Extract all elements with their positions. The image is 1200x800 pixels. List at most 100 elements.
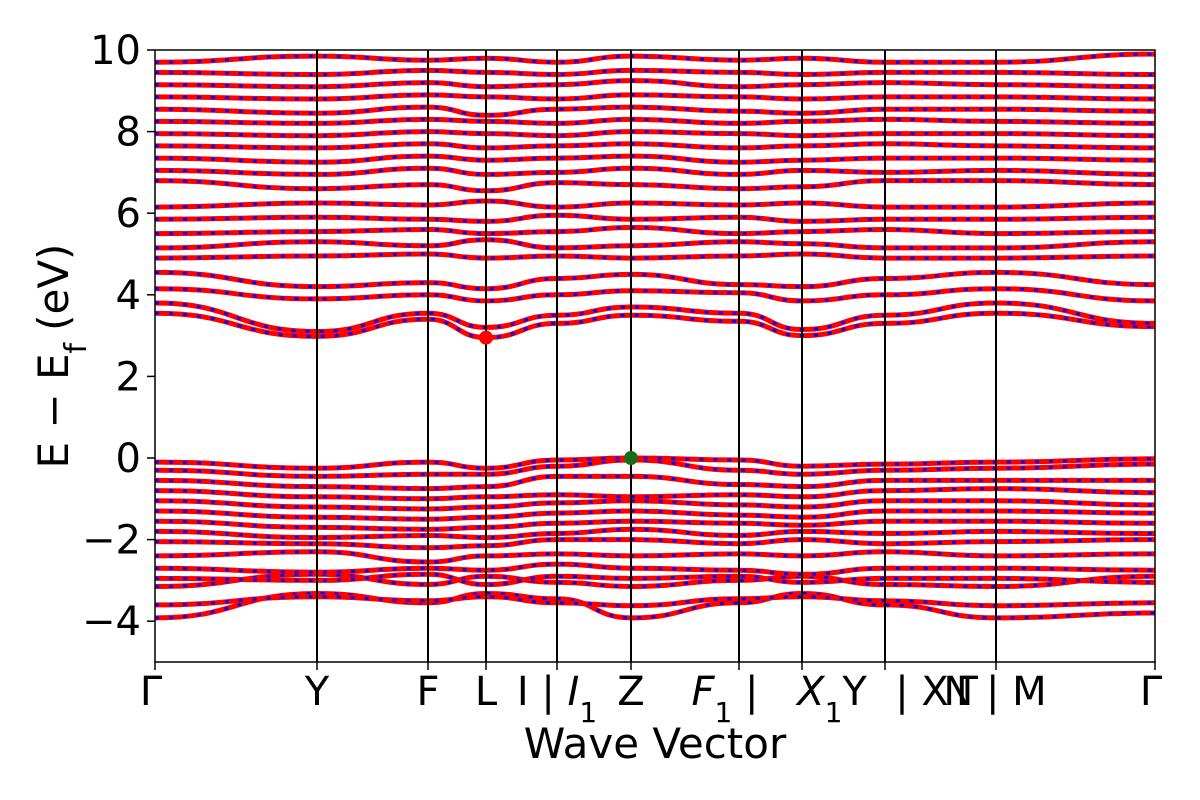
x-tick-label-part: X xyxy=(795,669,826,715)
x-tick-label: | X xyxy=(895,669,949,715)
x-tick-label-part: I | xyxy=(517,669,568,715)
x-tick-label-part: F xyxy=(691,669,715,715)
band-line xyxy=(155,104,1155,118)
band-line-dash xyxy=(155,142,1155,150)
band-line-dash xyxy=(155,166,1155,176)
band-line xyxy=(155,153,1155,165)
band-line-dash xyxy=(155,311,1155,340)
x-tick-label-part: 1 xyxy=(579,696,597,729)
band-line xyxy=(155,561,1155,577)
band-line xyxy=(155,141,1155,151)
x-tick-label-part: I xyxy=(568,669,580,715)
band-line-dash xyxy=(155,213,1155,223)
x-tick-label-part: | xyxy=(732,669,758,715)
x-tick-label-part: | X xyxy=(895,669,949,715)
y-tick-label: 6 xyxy=(116,191,141,237)
y-tick-label: 2 xyxy=(116,354,141,400)
band-line-dash xyxy=(155,527,1155,540)
band-line xyxy=(155,178,1155,194)
x-tick-label-part: Γ xyxy=(140,669,163,715)
band-line xyxy=(155,92,1155,102)
band-line-dash xyxy=(155,572,1155,587)
y-axis-label-sub: f xyxy=(59,341,94,353)
band-line xyxy=(155,116,1155,126)
band-line-dash xyxy=(155,538,1155,550)
x-tick-label-part: Γ xyxy=(956,669,979,715)
band-line-dash xyxy=(155,225,1155,236)
band-line xyxy=(155,51,1155,65)
y-axis-label-main: E − E xyxy=(29,353,78,468)
band-line-dash xyxy=(155,519,1155,531)
band-line-dash xyxy=(155,238,1155,250)
x-tick-label: N | M xyxy=(943,669,1046,715)
band-line-dash xyxy=(155,287,1155,303)
high-symmetry-lines xyxy=(316,50,997,662)
y-tick-label: −4 xyxy=(82,599,141,645)
band-line-dash xyxy=(155,105,1155,117)
band-lines xyxy=(155,51,1155,621)
x-tick-label: X1Y xyxy=(795,669,867,729)
x-tick-label-part: 1 xyxy=(714,696,732,729)
plot-frame xyxy=(154,49,1156,663)
y-tick-label: 4 xyxy=(116,273,141,319)
x-tick-label-part: Z xyxy=(617,669,644,715)
band-line-dash xyxy=(155,487,1155,501)
x-tick-label-part: Y xyxy=(841,669,867,715)
band-line-dash xyxy=(155,301,1155,334)
band-line xyxy=(155,165,1155,177)
x-tick-label-part: F xyxy=(416,669,439,715)
x-tick-label: F1 | xyxy=(691,669,758,729)
x-tick-label-part: L xyxy=(475,669,498,715)
band-line-dash xyxy=(155,509,1155,521)
x-tick-label: I | I1 xyxy=(517,669,597,729)
y-tick-label: −2 xyxy=(82,518,141,564)
band-line xyxy=(155,310,1155,341)
band-line xyxy=(155,486,1155,502)
band-line-dash xyxy=(155,52,1155,64)
band-line-dash xyxy=(155,130,1155,138)
x-tick-label: Γ xyxy=(140,669,163,715)
extrema-markers xyxy=(479,330,638,465)
x-tick-label: Z xyxy=(617,669,644,715)
band-line xyxy=(155,251,1155,261)
band-line-dash xyxy=(155,499,1155,511)
y-tick-label: 10 xyxy=(90,28,141,74)
x-tick-label-part: N | M xyxy=(943,669,1046,715)
band-line-dash xyxy=(155,154,1155,164)
y-tick-label: 8 xyxy=(116,110,141,156)
x-axis-label: Wave Vector xyxy=(524,719,787,768)
x-tick-label: L xyxy=(475,669,498,715)
y-tick-label: 0 xyxy=(116,436,141,482)
x-tick-label-part: Γ xyxy=(1140,669,1163,715)
vbm-marker xyxy=(624,451,638,465)
y-axis-label: E − Ef (eV) xyxy=(29,244,94,469)
band-line-dash xyxy=(155,79,1155,89)
band-line xyxy=(155,224,1155,237)
band-line-dash xyxy=(155,456,1155,470)
band-line-dash xyxy=(155,93,1155,101)
cbm-marker xyxy=(479,330,493,345)
band-line xyxy=(155,508,1155,522)
band-line xyxy=(155,549,1155,565)
x-tick-label-part: 1 xyxy=(825,696,843,729)
band-line-dash xyxy=(155,562,1155,576)
band-line xyxy=(155,594,1155,609)
band-line xyxy=(155,269,1155,292)
band-line-dash xyxy=(155,68,1155,77)
band-line xyxy=(155,526,1155,541)
y-axis-label-unit: (eV) xyxy=(29,244,78,331)
band-line-dash xyxy=(155,199,1155,209)
band-line xyxy=(155,129,1155,139)
band-line xyxy=(155,212,1155,224)
band-line xyxy=(155,78,1155,90)
x-tick-label-part: Y xyxy=(304,669,330,715)
x-tick-label: Γ xyxy=(956,669,979,715)
band-line xyxy=(155,67,1155,78)
band-line-dash xyxy=(155,117,1155,125)
band-line xyxy=(155,237,1155,251)
y-axis: −4 −2 0 2 4 6 8 10 xyxy=(82,28,155,645)
band-line-dash xyxy=(155,252,1155,260)
band-line xyxy=(155,286,1155,304)
